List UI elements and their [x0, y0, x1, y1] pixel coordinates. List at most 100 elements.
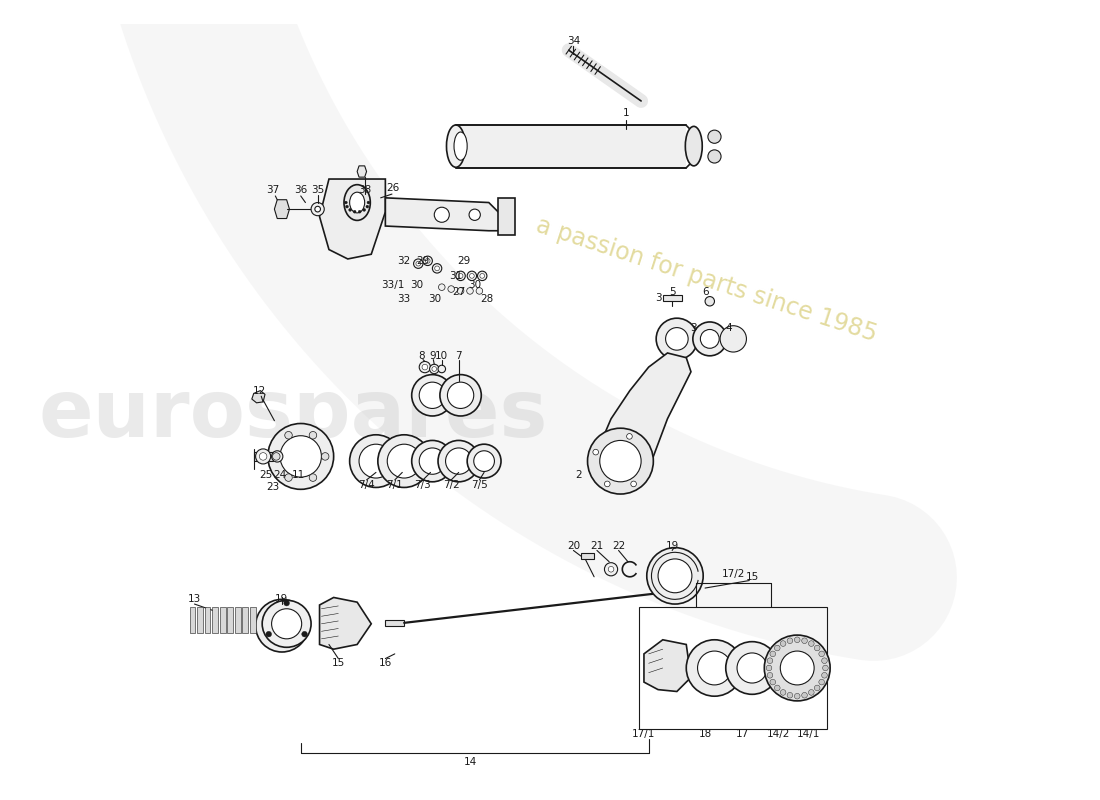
Circle shape — [802, 693, 807, 698]
Circle shape — [309, 431, 317, 439]
Text: 24: 24 — [274, 470, 287, 480]
Circle shape — [267, 610, 297, 641]
Circle shape — [266, 631, 272, 637]
Text: 9: 9 — [429, 351, 436, 361]
Circle shape — [430, 364, 439, 374]
Text: 17/2: 17/2 — [722, 569, 745, 579]
Bar — [639, 607, 827, 729]
Text: 17/1: 17/1 — [632, 729, 656, 739]
Text: 7/3: 7/3 — [415, 480, 431, 490]
Circle shape — [480, 274, 485, 278]
Circle shape — [774, 646, 780, 651]
Bar — [242, 607, 249, 633]
Circle shape — [474, 450, 494, 471]
Circle shape — [422, 364, 428, 370]
Ellipse shape — [454, 132, 467, 160]
Text: 8: 8 — [418, 351, 425, 361]
Circle shape — [705, 297, 715, 306]
Circle shape — [605, 562, 617, 576]
Circle shape — [414, 259, 424, 268]
Circle shape — [432, 264, 442, 273]
Circle shape — [770, 651, 776, 657]
Circle shape — [647, 548, 703, 604]
Circle shape — [363, 209, 365, 211]
Polygon shape — [385, 198, 503, 230]
Bar — [254, 452, 273, 461]
Circle shape — [627, 434, 632, 439]
Circle shape — [726, 642, 779, 694]
Text: 38: 38 — [359, 186, 372, 195]
Circle shape — [455, 271, 465, 281]
Circle shape — [822, 658, 827, 663]
Circle shape — [440, 374, 482, 416]
Circle shape — [366, 206, 368, 208]
Circle shape — [823, 665, 828, 671]
Ellipse shape — [344, 185, 371, 221]
Text: 12: 12 — [253, 386, 266, 395]
Circle shape — [387, 444, 421, 478]
Text: 37: 37 — [266, 186, 279, 195]
Bar — [581, 554, 594, 559]
Ellipse shape — [350, 192, 365, 213]
Ellipse shape — [685, 126, 702, 166]
Circle shape — [315, 206, 320, 212]
Text: 2: 2 — [575, 470, 582, 480]
Text: 14/2: 14/2 — [767, 729, 790, 739]
Text: 10: 10 — [436, 351, 449, 361]
Circle shape — [353, 210, 356, 213]
Circle shape — [780, 690, 785, 695]
Circle shape — [438, 366, 446, 373]
Bar — [385, 620, 404, 626]
Polygon shape — [319, 179, 385, 259]
Circle shape — [446, 448, 472, 474]
Circle shape — [657, 318, 697, 359]
Bar — [250, 607, 255, 633]
Text: 17: 17 — [736, 729, 749, 739]
Circle shape — [587, 428, 653, 494]
Circle shape — [737, 653, 767, 683]
Circle shape — [267, 423, 333, 490]
Text: 5: 5 — [669, 287, 675, 297]
Circle shape — [794, 637, 800, 642]
Text: 30: 30 — [410, 280, 424, 290]
Circle shape — [774, 685, 780, 690]
Circle shape — [448, 382, 474, 409]
Circle shape — [764, 635, 830, 701]
Circle shape — [697, 651, 732, 685]
Circle shape — [459, 274, 463, 278]
Text: 27: 27 — [452, 287, 465, 297]
Text: 23: 23 — [266, 482, 279, 491]
Circle shape — [818, 679, 825, 685]
Bar — [197, 607, 202, 633]
Bar — [190, 607, 196, 633]
Text: 30: 30 — [429, 294, 442, 304]
Circle shape — [600, 441, 641, 482]
Polygon shape — [252, 390, 265, 403]
Text: 15: 15 — [746, 572, 759, 582]
Circle shape — [419, 448, 446, 474]
Text: 30: 30 — [469, 280, 482, 290]
Text: 7/5: 7/5 — [471, 480, 487, 490]
Text: 20: 20 — [566, 541, 580, 550]
Circle shape — [367, 201, 370, 204]
Circle shape — [708, 130, 722, 143]
Text: 7/4: 7/4 — [359, 480, 375, 490]
Circle shape — [349, 209, 352, 211]
Text: 13: 13 — [188, 594, 201, 604]
Text: 25: 25 — [260, 470, 273, 480]
Bar — [228, 607, 233, 633]
Circle shape — [285, 431, 293, 439]
Circle shape — [767, 658, 773, 663]
Circle shape — [284, 600, 289, 606]
Polygon shape — [592, 353, 691, 486]
Circle shape — [309, 474, 317, 482]
Text: 7/1: 7/1 — [386, 480, 403, 490]
Circle shape — [767, 673, 773, 678]
Circle shape — [434, 266, 439, 270]
Circle shape — [477, 271, 487, 281]
Text: 3: 3 — [654, 294, 661, 303]
Circle shape — [605, 481, 610, 486]
Text: 14/1: 14/1 — [796, 729, 821, 739]
Circle shape — [770, 679, 776, 685]
Text: 18: 18 — [698, 729, 712, 739]
